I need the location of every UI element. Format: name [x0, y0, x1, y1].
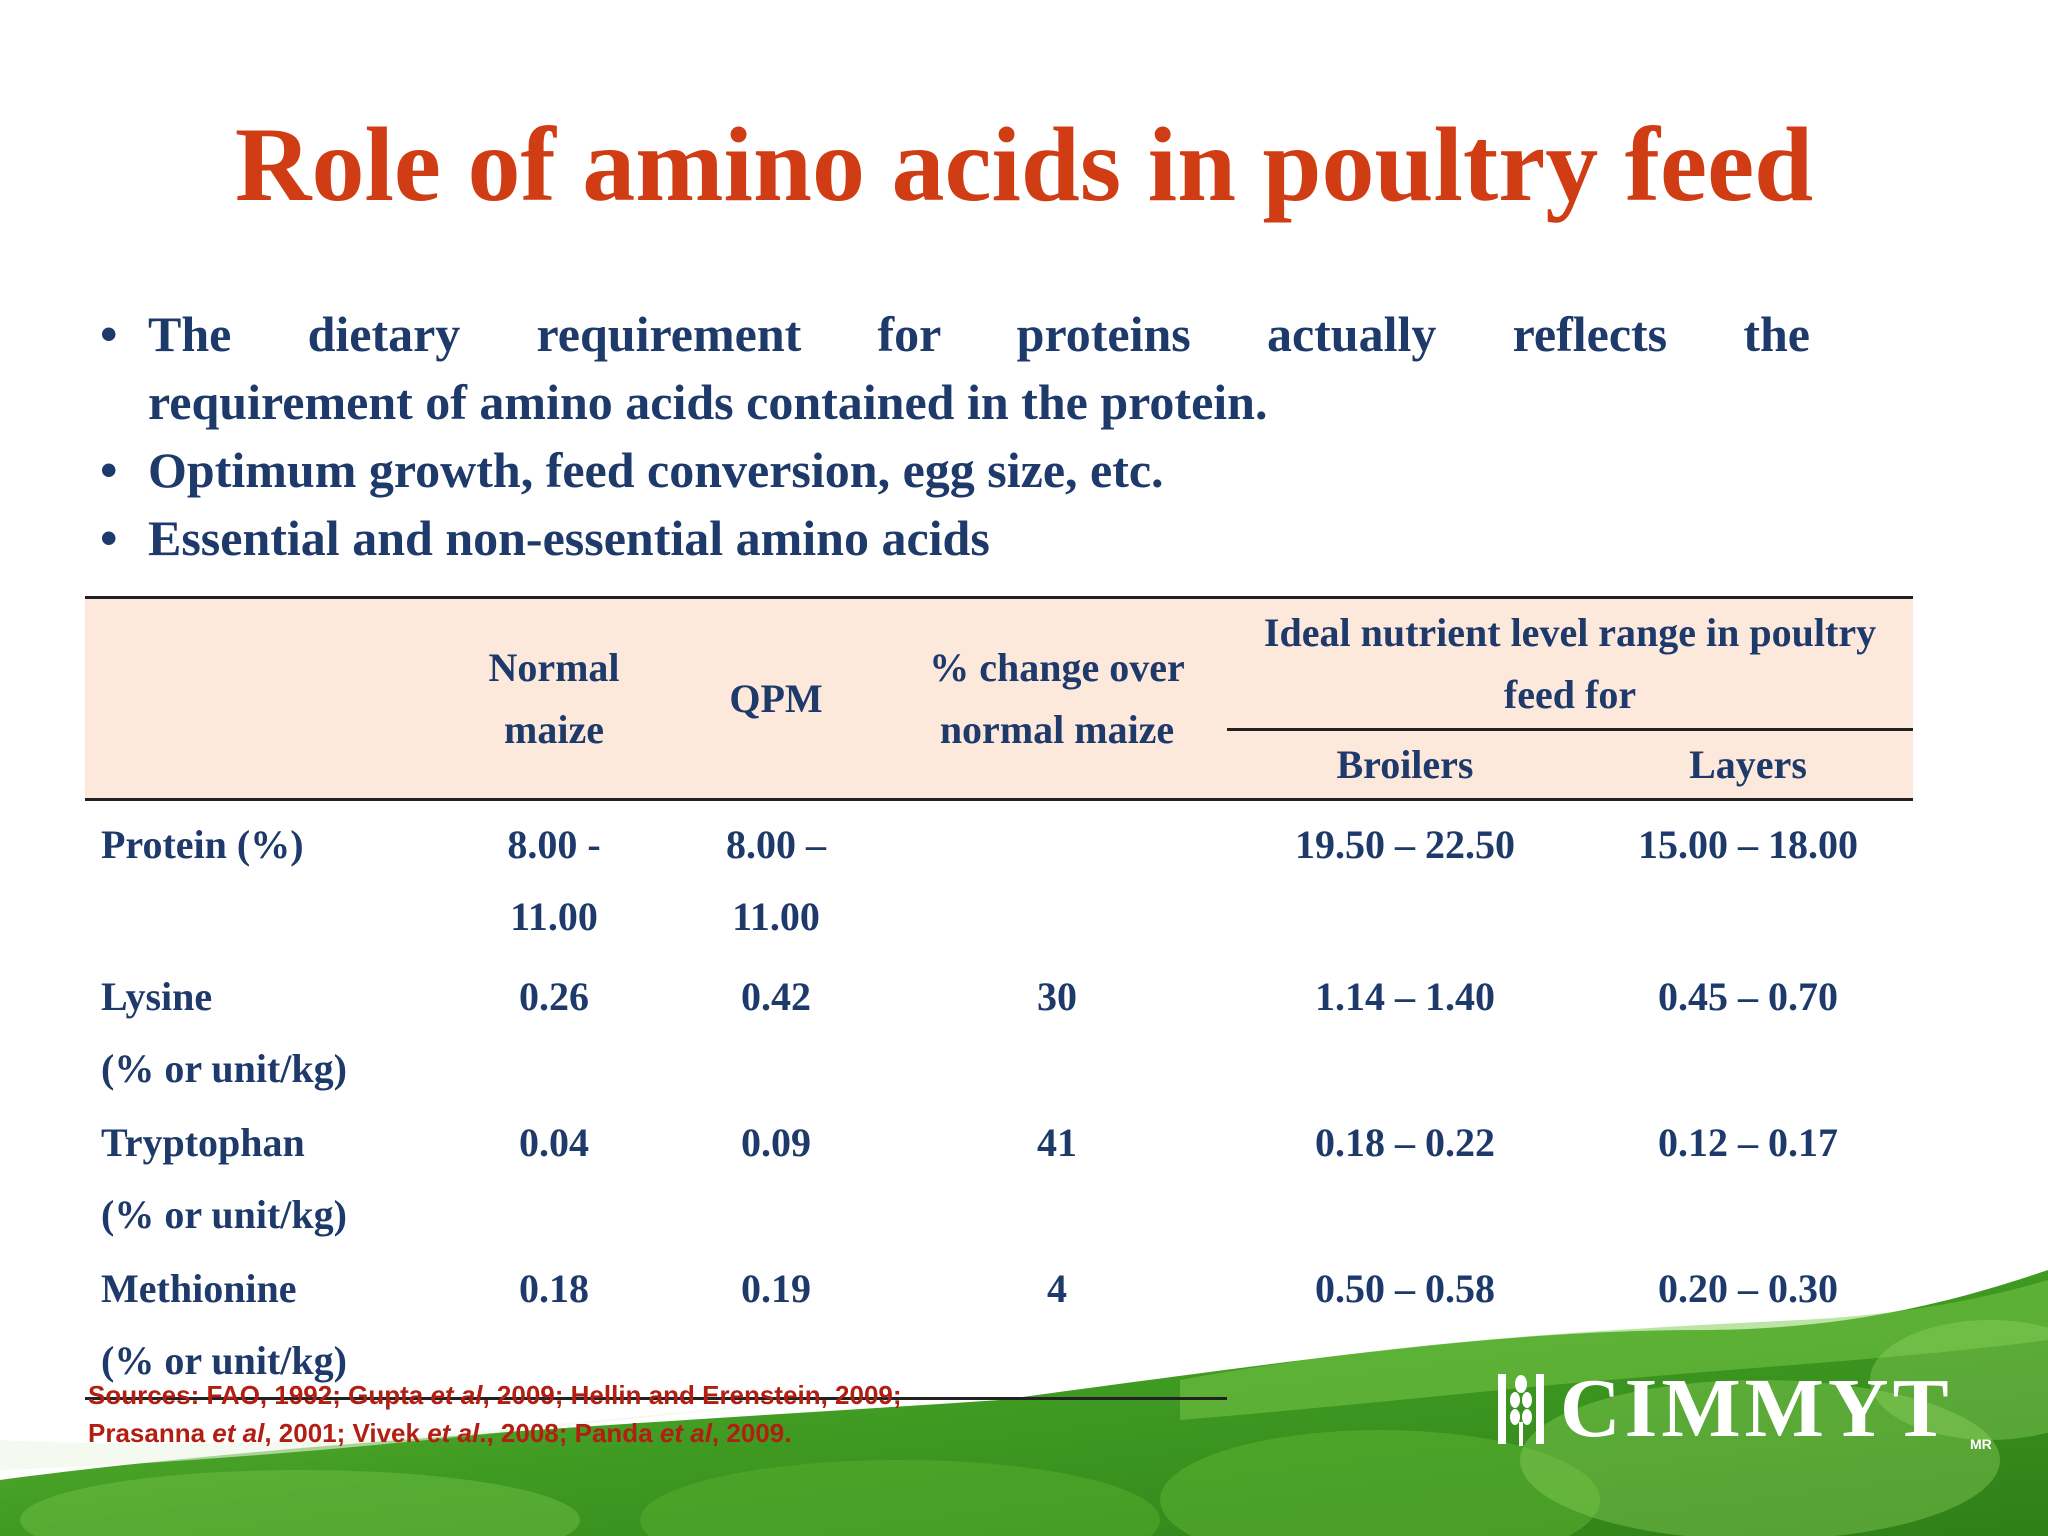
cell-qpm: 0.42: [741, 974, 811, 1019]
cell-broilers: 19.50 – 22.50: [1295, 822, 1515, 867]
cimmyt-logo: CIMMYT MR: [1492, 1360, 2012, 1460]
row-unit: (% or unit/kg): [101, 1338, 347, 1383]
cell-broilers: 0.50 – 0.58: [1315, 1266, 1495, 1311]
bullet-text-line: requirement of amino acids contained in …: [148, 374, 1268, 430]
bullet-text-line: The dietary requirement for proteins act…: [148, 306, 1810, 362]
cell-value: 8.00 - 11.00: [507, 822, 601, 939]
header-qpm: QPM: [665, 596, 887, 801]
bullet-text: Essential and non-essential amino acids: [148, 510, 990, 566]
cell-qpm: 0.19: [665, 1251, 887, 1400]
cell-percent-change: [887, 800, 1227, 960]
sources-text: ., 2008; Panda: [479, 1418, 660, 1448]
cell-percent-change: 30: [1037, 974, 1077, 1019]
cell-qpm: 8.00 – 11.00: [665, 800, 887, 960]
cell-layers: 0.20 – 0.30: [1658, 1266, 1838, 1311]
header-normal-maize: Normal maize: [443, 596, 665, 801]
header-percent-change: % change over normal maize: [887, 596, 1227, 801]
sources-line: Prasanna et al, 2001; Vivek et al., 2008…: [88, 1414, 988, 1452]
cell-normal-maize: 0.18: [443, 1251, 665, 1400]
sources-text: Sources: FAO, 1992; Gupta: [88, 1380, 431, 1410]
sources-italic: et al: [659, 1418, 712, 1448]
cell-percent-change: 41: [1037, 1120, 1077, 1165]
cell-layers: 0.45 – 0.70: [1658, 974, 1838, 1019]
table-row: Tryptophan (% or unit/kg) 0.04 0.09 41 0…: [85, 1105, 1913, 1251]
row-label-cell: Methionine (% or unit/kg): [85, 1251, 443, 1400]
cell-normal-maize: 0.04: [519, 1120, 589, 1165]
row-unit: (% or unit/kg): [101, 1046, 347, 1091]
table-row: Methionine (% or unit/kg) 0.18 0.19 4 0.…: [85, 1251, 1913, 1400]
header-broilers: Broilers: [1227, 728, 1583, 801]
row-label: Lysine: [101, 974, 213, 1019]
bullet-item: • Optimum growth, feed conversion, egg s…: [100, 436, 1810, 504]
cell-percent-change: 4: [887, 1251, 1227, 1400]
row-label: Tryptophan: [101, 1120, 305, 1165]
logo-trademark: MR: [1970, 1436, 1992, 1452]
header-layers: Layers: [1583, 728, 1914, 801]
row-label-cell: Lysine (% or unit/kg): [85, 959, 443, 1105]
header-ideal-range: Ideal nutrient level range in poultry fe…: [1227, 596, 1914, 730]
bullet-dot: •: [100, 306, 118, 362]
sources-italic: et al: [212, 1418, 265, 1448]
bullet-list: • The dietary requirement for proteins a…: [100, 300, 1810, 572]
sources-text: , 2009; Hellin and Erenstein, 2009;: [482, 1380, 902, 1410]
data-table: Normal maize QPM % change over normal ma…: [85, 596, 1914, 1400]
cell-qpm: 0.09: [741, 1120, 811, 1165]
row-label: Protein (%): [101, 822, 304, 867]
row-label-cell: Tryptophan (% or unit/kg): [85, 1105, 443, 1251]
cell-value: 8.00 – 11.00: [726, 822, 826, 939]
table-row: Protein (%) 8.00 - 11.00 8.00 – 11.00 19…: [85, 800, 1913, 960]
bullet-dot: •: [100, 510, 118, 566]
wheat-icon: [1498, 1374, 1544, 1446]
cell-normal-maize: 8.00 - 11.00: [443, 800, 665, 960]
sources-text: , 2001; Vivek: [264, 1418, 428, 1448]
header-empty-cell: [85, 596, 443, 801]
sources-text: , 2009.: [711, 1418, 792, 1448]
sources-citation: Sources: FAO, 1992; Gupta et al, 2009; H…: [88, 1376, 988, 1452]
sources-text: Prasanna: [88, 1418, 213, 1448]
bullet-dot: •: [100, 442, 118, 498]
amino-acid-table: Normal maize QPM % change over normal ma…: [85, 596, 1914, 1400]
cell-broilers: 0.18 – 0.22: [1315, 1120, 1495, 1165]
logo-text: CIMMYT: [1560, 1362, 1953, 1455]
sources-italic: et al: [427, 1418, 480, 1448]
bullet-item: • Essential and non-essential amino acid…: [100, 504, 1810, 572]
cell-layers: 15.00 – 18.00: [1638, 822, 1858, 867]
bullet-item: • The dietary requirement for proteins a…: [100, 300, 1810, 436]
bullet-text: Optimum growth, feed conversion, egg siz…: [148, 442, 1164, 498]
cell-normal-maize: 0.26: [519, 974, 589, 1019]
table-row: Lysine (% or unit/kg) 0.26 0.42 30 1.14 …: [85, 959, 1913, 1105]
cell-broilers: 1.14 – 1.40: [1315, 974, 1495, 1019]
cell-layers: 0.12 – 0.17: [1658, 1120, 1838, 1165]
sources-line: Sources: FAO, 1992; Gupta et al, 2009; H…: [88, 1376, 988, 1414]
row-label: Methionine: [101, 1266, 297, 1311]
row-unit: (% or unit/kg): [101, 1192, 347, 1237]
slide-title: Role of amino acids in poultry feed: [234, 106, 1814, 223]
sources-italic: et al: [430, 1380, 483, 1410]
